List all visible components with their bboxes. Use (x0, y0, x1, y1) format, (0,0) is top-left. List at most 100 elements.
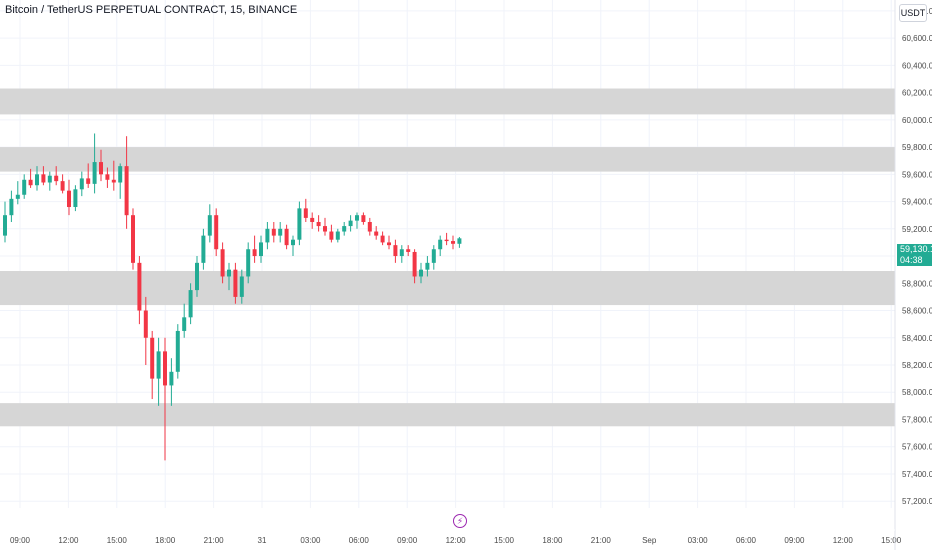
y-tick-label: 59,800.0 (902, 143, 932, 152)
y-tick-label: 57,200.0 (902, 497, 932, 506)
candle-body (438, 239, 443, 250)
zone-band (0, 147, 895, 172)
candle-body (278, 228, 283, 236)
candle-body (214, 215, 219, 250)
y-tick-label: 58,400.0 (902, 334, 932, 343)
candle-body (303, 208, 308, 218)
y-tick-label: 58,600.0 (902, 307, 932, 316)
candle-body (374, 231, 379, 236)
x-tick-label: 12:00 (446, 536, 467, 545)
candle-body (399, 249, 404, 257)
y-tick-label: 60,200.0 (902, 89, 932, 98)
candle-body (425, 262, 430, 270)
x-tick-label: 09:00 (10, 536, 31, 545)
x-tick-label: 09:00 (784, 536, 805, 545)
x-tick-label: 15:00 (107, 536, 128, 545)
candle-body (195, 262, 199, 291)
candle-body (271, 228, 276, 236)
last-price-value: 59,130.1 (900, 244, 932, 254)
candle-body (73, 189, 78, 208)
y-tick-label: 59,600.0 (902, 170, 932, 179)
candle-body (284, 228, 289, 246)
y-tick-label: 60,600.0 (902, 34, 932, 43)
x-tick-label: 18:00 (542, 536, 563, 545)
candle-body (252, 249, 257, 257)
x-tick-label: 18:00 (155, 536, 176, 545)
x-tick-label: 15:00 (881, 536, 902, 545)
candle-body (169, 371, 174, 386)
candle-body (367, 221, 372, 232)
y-tick-label: 58,800.0 (902, 279, 932, 288)
candle-body (310, 217, 315, 222)
candle-body (9, 198, 14, 216)
x-tick-label: Sep (642, 536, 657, 545)
candle-body (387, 242, 391, 246)
candle-body (3, 215, 7, 236)
candle-body (393, 245, 398, 257)
candle-body (342, 226, 347, 232)
candle-body (175, 330, 180, 372)
lightning-icon[interactable]: ⚡ (453, 514, 467, 528)
y-tick-label: 58,200.0 (902, 361, 932, 370)
x-tick-label: 06:00 (349, 536, 370, 545)
candle-body (105, 174, 110, 180)
candle-body (131, 215, 135, 263)
candle-body (28, 179, 33, 186)
y-tick-label: 57,800.0 (902, 415, 932, 424)
candle-body (54, 175, 59, 182)
candle-body (99, 162, 103, 175)
zone-band (0, 403, 895, 427)
candle-body (220, 249, 225, 277)
candle-body (412, 251, 417, 277)
candle-body (431, 249, 436, 263)
candle-body (361, 215, 366, 222)
candle-body (207, 215, 212, 236)
candle-body (22, 179, 27, 195)
candle-body (265, 228, 270, 243)
candle-body (156, 351, 161, 379)
candle-body (457, 238, 462, 244)
candle-body (143, 310, 148, 338)
candle-body (323, 226, 327, 232)
candle-body (348, 220, 353, 227)
y-tick-label: 57,400.0 (902, 470, 932, 479)
candle-body (92, 162, 97, 184)
bar-countdown: 04:38 (900, 255, 923, 265)
candle-body (355, 215, 359, 221)
candle-body (329, 231, 334, 240)
y-tick-label: 59,200.0 (902, 225, 932, 234)
x-tick-label: 06:00 (736, 536, 757, 545)
y-tick-label: 59,400.0 (902, 198, 932, 207)
candle-body (227, 269, 231, 277)
candle-body (419, 269, 423, 277)
x-tick-label: 15:00 (494, 536, 515, 545)
candle-body (79, 178, 84, 190)
candle-body (60, 181, 65, 191)
candle-body (124, 166, 129, 216)
candle-body (246, 249, 251, 277)
candle-body (35, 174, 39, 186)
x-tick-label: 21:00 (204, 536, 225, 545)
x-tick-label: 03:00 (300, 536, 321, 545)
x-tick-label: 12:00 (833, 536, 854, 545)
candle-body (86, 178, 91, 184)
candle-body (233, 269, 238, 297)
last-price-tag: 59,130.1 04:38 (897, 244, 932, 266)
candle-body (259, 242, 263, 257)
currency-selector[interactable]: USDT (899, 4, 927, 22)
x-tick-label: 31 (258, 536, 267, 545)
candle-body (406, 249, 411, 252)
zone-band (0, 88, 895, 115)
symbol-title[interactable]: Bitcoin / TetherUS PERPETUAL CONTRACT, 1… (5, 4, 298, 16)
y-tick-label: 58,000.0 (902, 388, 932, 397)
candle-body (150, 337, 155, 379)
candle-body (316, 221, 321, 227)
candle-body (15, 194, 20, 199)
candle-body (380, 235, 385, 243)
candle-body (111, 179, 116, 183)
candle-body (182, 317, 187, 331)
candle-body (444, 239, 449, 242)
x-tick-label: 03:00 (688, 536, 709, 545)
x-tick-label: 09:00 (397, 536, 418, 545)
